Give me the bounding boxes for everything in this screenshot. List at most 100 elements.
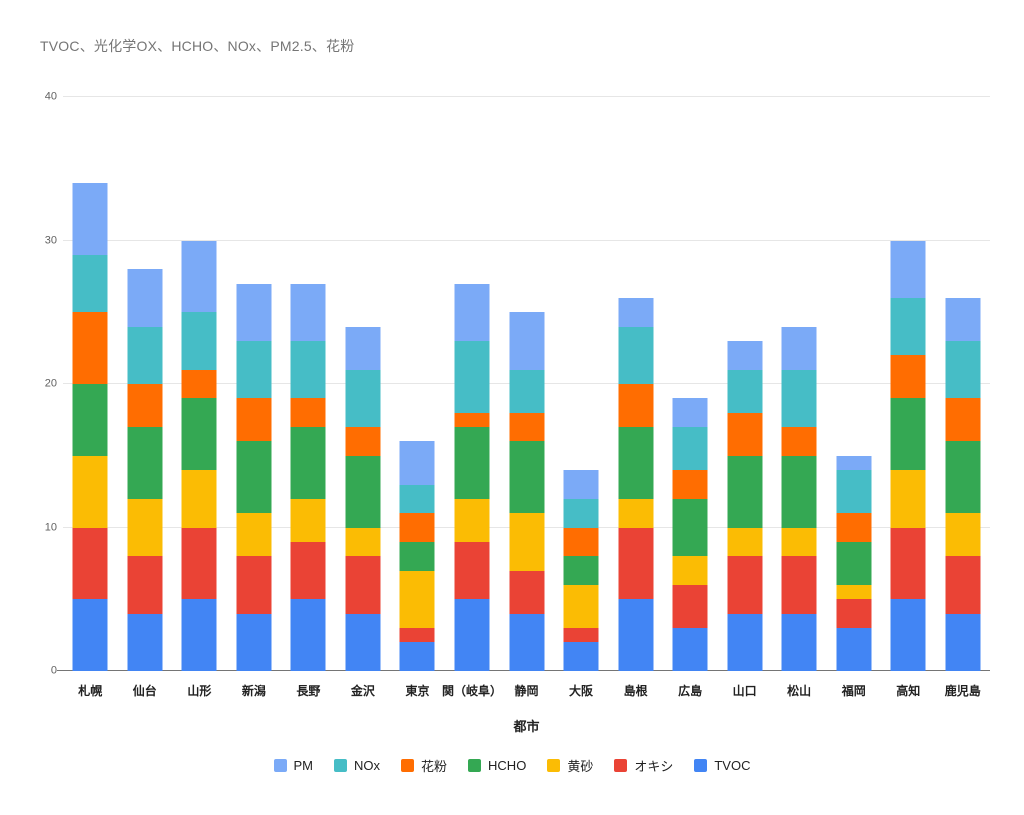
bar-segment-pollen[interactable] [563, 527, 599, 557]
stacked-bar[interactable] [290, 283, 326, 671]
bar-segment-tvoc[interactable] [509, 613, 545, 671]
bar-segment-pm[interactable] [781, 326, 817, 370]
bar-segment-pollen[interactable] [836, 513, 872, 542]
bar-segment-yellow-sand[interactable] [509, 513, 545, 571]
stacked-bar[interactable] [727, 341, 763, 671]
bar-segment-nox[interactable] [345, 369, 381, 428]
bar-segment-hcho[interactable] [290, 427, 326, 499]
bar-segment-yellow-sand[interactable] [236, 513, 272, 557]
bar-segment-tvoc[interactable] [72, 599, 108, 671]
bar-segment-tvoc[interactable] [127, 613, 163, 671]
bar-segment-nox[interactable] [836, 470, 872, 514]
stacked-bar[interactable] [509, 312, 545, 671]
bar-segment-pollen[interactable] [127, 384, 163, 428]
bar-segment-tvoc[interactable] [399, 642, 435, 671]
bar-segment-tvoc[interactable] [618, 599, 654, 671]
bar-segment-yellow-sand[interactable] [890, 470, 926, 528]
stacked-bar[interactable] [890, 240, 926, 671]
bar-segment-yellow-sand[interactable] [127, 498, 163, 557]
bar-segment-pollen[interactable] [618, 384, 654, 428]
bar-segment-oxidant[interactable] [454, 541, 490, 600]
stacked-bar[interactable] [127, 269, 163, 671]
bar-segment-pollen[interactable] [290, 398, 326, 428]
bar-segment-pm[interactable] [672, 398, 708, 428]
bar-segment-pollen[interactable] [890, 355, 926, 399]
bar-segment-yellow-sand[interactable] [945, 513, 981, 557]
bar-segment-yellow-sand[interactable] [781, 527, 817, 557]
bar-segment-oxidant[interactable] [672, 584, 708, 628]
stacked-bar[interactable] [72, 183, 108, 671]
bar-segment-tvoc[interactable] [236, 613, 272, 671]
bar-segment-yellow-sand[interactable] [72, 455, 108, 528]
bar-segment-nox[interactable] [781, 369, 817, 428]
bar-segment-hcho[interactable] [236, 441, 272, 514]
bar-segment-hcho[interactable] [618, 427, 654, 499]
bar-segment-oxidant[interactable] [945, 556, 981, 614]
bar-segment-hcho[interactable] [890, 398, 926, 471]
bar-segment-hcho[interactable] [72, 384, 108, 456]
bar-segment-hcho[interactable] [181, 398, 217, 471]
bar-segment-hcho[interactable] [945, 441, 981, 514]
bar-segment-pm[interactable] [727, 341, 763, 370]
bar-segment-nox[interactable] [290, 340, 326, 399]
bar-segment-nox[interactable] [127, 326, 163, 385]
bar-segment-pollen[interactable] [945, 398, 981, 442]
bar-segment-hcho[interactable] [399, 541, 435, 571]
stacked-bar[interactable] [618, 297, 654, 671]
bar-segment-pollen[interactable] [727, 412, 763, 456]
bar-segment-yellow-sand[interactable] [836, 584, 872, 600]
bar-segment-pm[interactable] [563, 470, 599, 499]
bar-segment-nox[interactable] [672, 427, 708, 471]
bar-segment-oxidant[interactable] [181, 527, 217, 600]
bar-segment-tvoc[interactable] [290, 599, 326, 671]
bar-segment-oxidant[interactable] [399, 627, 435, 643]
bar-segment-pollen[interactable] [236, 398, 272, 442]
bar-segment-hcho[interactable] [345, 455, 381, 528]
bar-segment-yellow-sand[interactable] [290, 498, 326, 542]
bar-segment-hcho[interactable] [781, 455, 817, 528]
bar-segment-pollen[interactable] [72, 312, 108, 384]
bar-segment-pm[interactable] [345, 326, 381, 370]
bar-segment-yellow-sand[interactable] [727, 527, 763, 557]
bar-segment-tvoc[interactable] [781, 613, 817, 671]
bar-segment-hcho[interactable] [672, 498, 708, 557]
stacked-bar[interactable] [181, 240, 217, 671]
bar-segment-oxidant[interactable] [563, 627, 599, 643]
bar-segment-tvoc[interactable] [890, 599, 926, 671]
bar-segment-pm[interactable] [618, 297, 654, 327]
bar-segment-oxidant[interactable] [127, 556, 163, 614]
bar-segment-pm[interactable] [836, 455, 872, 471]
bar-segment-hcho[interactable] [454, 427, 490, 499]
stacked-bar[interactable] [945, 297, 981, 671]
bar-segment-oxidant[interactable] [890, 527, 926, 600]
bar-segment-pollen[interactable] [509, 412, 545, 442]
bar-segment-oxidant[interactable] [345, 556, 381, 614]
bar-segment-nox[interactable] [727, 369, 763, 413]
bar-segment-yellow-sand[interactable] [181, 470, 217, 528]
bar-segment-oxidant[interactable] [727, 556, 763, 614]
bar-segment-tvoc[interactable] [836, 627, 872, 671]
bar-segment-pollen[interactable] [345, 427, 381, 456]
stacked-bar[interactable] [399, 441, 435, 671]
bar-segment-pm[interactable] [509, 312, 545, 370]
bar-segment-nox[interactable] [509, 369, 545, 413]
stacked-bar[interactable] [781, 326, 817, 671]
bar-segment-nox[interactable] [454, 340, 490, 413]
stacked-bar[interactable] [836, 455, 872, 671]
bar-segment-hcho[interactable] [563, 556, 599, 585]
stacked-bar[interactable] [345, 326, 381, 671]
bar-segment-pm[interactable] [236, 283, 272, 341]
bar-segment-nox[interactable] [945, 340, 981, 399]
bar-segment-pollen[interactable] [672, 470, 708, 499]
bar-segment-nox[interactable] [181, 312, 217, 370]
bar-segment-nox[interactable] [890, 297, 926, 356]
bar-segment-yellow-sand[interactable] [618, 498, 654, 528]
bar-segment-pm[interactable] [945, 297, 981, 341]
bar-segment-tvoc[interactable] [563, 642, 599, 671]
bar-segment-pollen[interactable] [781, 427, 817, 456]
bar-segment-tvoc[interactable] [727, 613, 763, 671]
bar-segment-pm[interactable] [290, 283, 326, 341]
bar-segment-hcho[interactable] [836, 541, 872, 585]
bar-segment-yellow-sand[interactable] [672, 556, 708, 585]
bar-segment-yellow-sand[interactable] [399, 570, 435, 628]
